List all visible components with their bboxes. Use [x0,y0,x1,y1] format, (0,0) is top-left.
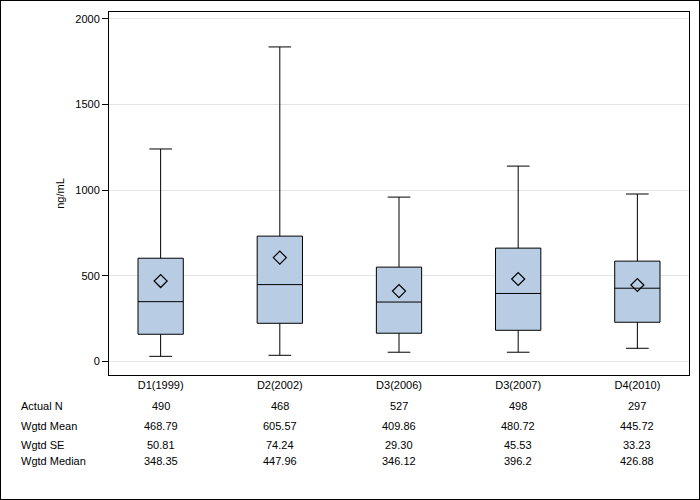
svg-text:Wgtd SE: Wgtd SE [21,439,64,451]
svg-text:45.53: 45.53 [504,439,532,451]
svg-text:Wgtd Mean: Wgtd Mean [21,420,77,432]
svg-text:605.57: 605.57 [263,420,297,432]
svg-text:29.30: 29.30 [385,439,413,451]
svg-text:33.23: 33.23 [623,439,651,451]
svg-text:500: 500 [81,270,99,282]
svg-text:498: 498 [509,400,527,412]
svg-text:527: 527 [390,400,408,412]
svg-text:346.12: 346.12 [382,455,416,467]
svg-text:468: 468 [271,400,289,412]
svg-text:409.86: 409.86 [382,420,416,432]
svg-text:ng/mL: ng/mL [54,178,66,209]
svg-text:50.81: 50.81 [147,439,175,451]
svg-text:D1(1999): D1(1999) [138,379,184,391]
svg-text:396.2: 396.2 [504,455,532,467]
svg-text:D3(2006): D3(2006) [376,379,422,391]
svg-text:D3(2007): D3(2007) [495,379,541,391]
svg-text:0: 0 [94,355,100,367]
svg-text:445.72: 445.72 [620,420,654,432]
svg-text:490: 490 [152,400,170,412]
svg-text:D4(2010): D4(2010) [614,379,660,391]
svg-text:1000: 1000 [75,184,99,196]
svg-text:468.79: 468.79 [144,420,178,432]
svg-text:D2(2002): D2(2002) [257,379,303,391]
svg-text:1500: 1500 [75,98,99,110]
svg-text:426.88: 426.88 [620,455,654,467]
svg-text:297: 297 [628,400,646,412]
svg-text:2000: 2000 [75,13,99,25]
svg-text:Actual N: Actual N [21,400,63,412]
svg-text:480.72: 480.72 [501,420,535,432]
svg-text:447.96: 447.96 [263,455,297,467]
svg-text:74.24: 74.24 [266,439,294,451]
svg-text:348.35: 348.35 [144,455,178,467]
svg-text:Wgtd Median: Wgtd Median [21,455,86,467]
